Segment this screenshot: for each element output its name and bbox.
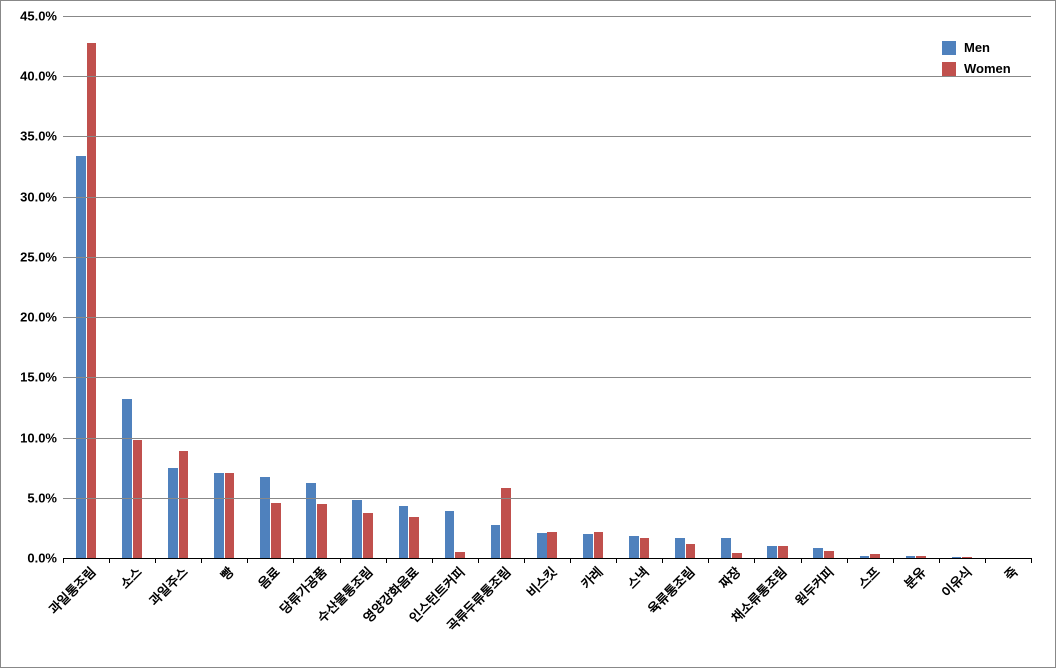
- x-tick-label: 육류통조림: [643, 562, 699, 618]
- x-tick-label: 음료: [254, 562, 284, 592]
- bar: [640, 538, 650, 558]
- x-tick-label: 카레: [576, 562, 606, 592]
- y-tick-label: 25.0%: [20, 249, 63, 264]
- x-tick-label: 원두커피: [790, 562, 837, 609]
- x-tick-label: 소스: [115, 562, 145, 592]
- bar: [675, 538, 685, 558]
- legend-swatch: [942, 62, 956, 76]
- gridline: [63, 197, 1031, 198]
- x-tick-label: 짜장: [714, 562, 744, 592]
- bar: [409, 517, 419, 558]
- bar: [813, 548, 823, 558]
- bar: [271, 503, 281, 558]
- bar: [721, 538, 731, 558]
- bar: [491, 525, 501, 558]
- bar: [629, 536, 639, 558]
- x-tick-label: 과일통조림: [44, 562, 100, 618]
- legend-label: Women: [964, 61, 1011, 76]
- bar: [445, 511, 455, 558]
- gridline: [63, 377, 1031, 378]
- bar: [306, 483, 316, 558]
- y-tick-label: 15.0%: [20, 370, 63, 385]
- bar: [767, 546, 777, 558]
- y-tick-label: 10.0%: [20, 430, 63, 445]
- bar: [824, 551, 834, 558]
- x-tick-label: 스낵: [622, 562, 652, 592]
- bar: [547, 532, 557, 558]
- bar: [317, 504, 327, 558]
- bar: [179, 451, 189, 558]
- bar: [537, 533, 547, 558]
- x-tick-label: 비스킷: [522, 562, 561, 601]
- bar: [260, 477, 270, 558]
- x-tick-label: 이유식: [936, 562, 975, 601]
- gridline: [63, 16, 1031, 17]
- y-tick-label: 35.0%: [20, 129, 63, 144]
- gridline: [63, 136, 1031, 137]
- bar: [168, 468, 178, 558]
- gridline: [63, 257, 1031, 258]
- bar: [399, 506, 409, 558]
- legend-label: Men: [964, 40, 990, 55]
- bars-layer: [63, 16, 1031, 558]
- legend-item: Women: [942, 61, 1011, 76]
- bar: [133, 440, 143, 558]
- x-tick-mark: [1031, 558, 1032, 563]
- bar: [594, 532, 604, 558]
- bar: [87, 43, 97, 559]
- bar-chart: 과일통조림소스과일주스빵음료당류가공품수산물통조림영양강화음료인스턴트커피곡류두…: [0, 0, 1056, 668]
- bar: [778, 546, 788, 558]
- bar: [583, 534, 593, 558]
- bar: [352, 500, 362, 558]
- gridline: [63, 438, 1031, 439]
- legend-item: Men: [942, 40, 1011, 55]
- gridline: [63, 498, 1031, 499]
- gridline: [63, 76, 1031, 77]
- x-tick-label: 분유: [899, 562, 929, 592]
- y-tick-label: 20.0%: [20, 310, 63, 325]
- y-tick-label: 30.0%: [20, 189, 63, 204]
- bar: [686, 544, 696, 558]
- y-tick-label: 45.0%: [20, 9, 63, 24]
- bar: [363, 513, 373, 558]
- x-tick-label: 빵: [216, 562, 238, 584]
- gridline: [63, 317, 1031, 318]
- bar: [225, 473, 235, 559]
- y-tick-label: 5.0%: [27, 490, 63, 505]
- y-tick-label: 40.0%: [20, 69, 63, 84]
- x-tick-label: 죽: [999, 562, 1021, 584]
- x-axis: [63, 558, 1031, 559]
- legend-swatch: [942, 41, 956, 55]
- x-tick-label: 스프: [853, 562, 883, 592]
- bar: [122, 399, 132, 558]
- y-tick-label: 0.0%: [27, 551, 63, 566]
- legend: Men Women: [931, 27, 1022, 89]
- x-tick-label: 과일주스: [144, 562, 191, 609]
- bar: [214, 473, 224, 559]
- plot-area: 과일통조림소스과일주스빵음료당류가공품수산물통조림영양강화음료인스턴트커피곡류두…: [63, 16, 1031, 558]
